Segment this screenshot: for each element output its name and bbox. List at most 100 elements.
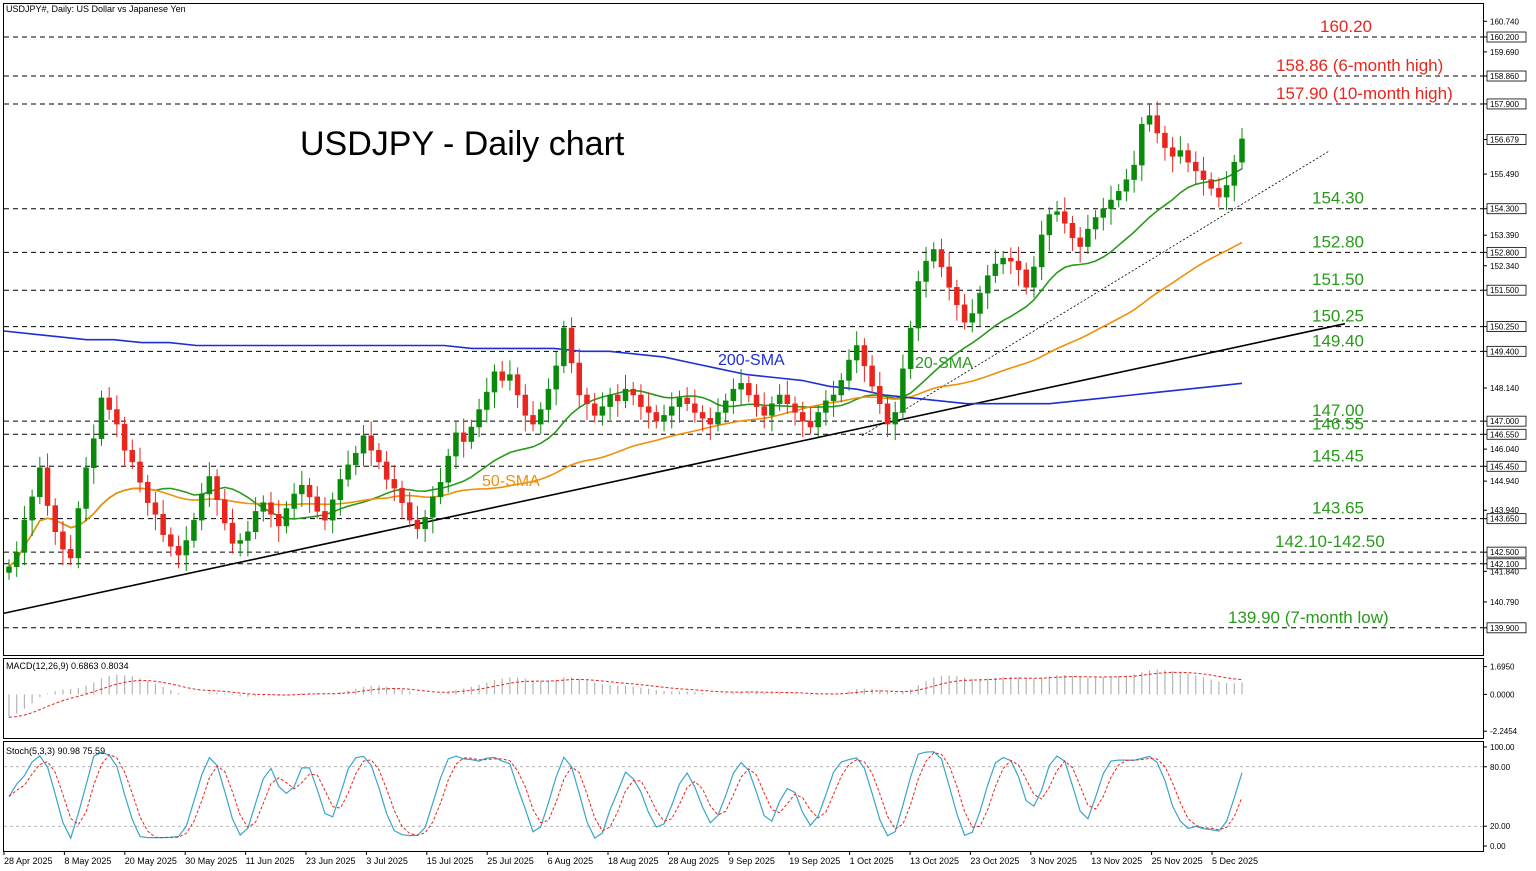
candle-body-34 [268, 502, 274, 515]
level-label-5: 151.50 [1312, 270, 1364, 289]
candle-body-63 [491, 371, 498, 393]
candle-body-37 [291, 493, 297, 509]
price-tick-19: 144.940 [1490, 477, 1519, 486]
candle-49 [383, 451, 390, 490]
candle-28 [222, 488, 228, 531]
candle-34 [268, 491, 274, 528]
candle-67 [522, 384, 529, 432]
candle-body-52 [406, 502, 413, 521]
candle-38 [299, 470, 305, 508]
price-tick-11: 151.500 [1490, 286, 1519, 295]
candle-154 [1193, 151, 1199, 184]
candle-141 [1092, 210, 1099, 240]
chart-title: USDJPY - Daily chart [300, 125, 625, 163]
candle-112 [869, 355, 875, 394]
candle-body-114 [884, 403, 891, 425]
candle-body-8 [67, 548, 74, 559]
candle-75 [584, 387, 590, 420]
candle-body-118 [915, 281, 922, 329]
candle-156 [1208, 172, 1214, 196]
candle-16 [129, 439, 136, 470]
candle-body-141 [1092, 217, 1099, 230]
candle-143 [1108, 185, 1114, 225]
macd-tick-1: 0.0000 [1490, 690, 1515, 699]
candle-88 [684, 387, 690, 411]
candle-body-131 [1015, 260, 1022, 271]
price-tick-4: 157.900 [1490, 100, 1519, 109]
candle-body-68 [530, 415, 536, 425]
candle-body-89 [692, 403, 698, 413]
price-tick-18: 145.450 [1490, 462, 1519, 471]
candle-body-50 [391, 479, 398, 489]
candle-body-59 [460, 432, 467, 442]
candle-80 [622, 374, 629, 409]
main-frame [3, 3, 1484, 656]
price-box-7 [1486, 203, 1527, 215]
date-tick-0: 28 Apr 2025 [4, 856, 53, 866]
candle-92 [715, 398, 721, 432]
candle-148 [1146, 104, 1153, 132]
short-trendline [861, 150, 1331, 437]
price-box-26 [1486, 622, 1527, 634]
date-tick-16: 23 Oct 2025 [970, 856, 1019, 866]
date-tick-20: 5 Dec 2025 [1212, 856, 1258, 866]
candle-body-137 [1062, 211, 1068, 224]
candle-142 [1100, 197, 1107, 231]
candle-body-60 [468, 426, 475, 442]
stoch-tick-3: 0.00 [1490, 842, 1506, 851]
price-box-5 [1486, 134, 1527, 145]
candle-68 [530, 401, 536, 432]
candle-body-115 [892, 412, 898, 425]
candle-126 [977, 285, 983, 327]
price-tick-16: 146.550 [1490, 430, 1519, 439]
sma200-label: 200-SMA [718, 352, 785, 369]
candle-65 [507, 360, 513, 391]
candle-133 [1031, 256, 1037, 298]
candle-101 [784, 380, 791, 414]
candle-5 [44, 453, 51, 516]
candle-151 [1169, 136, 1176, 173]
candle-1 [13, 541, 20, 577]
candle-body-130 [1008, 257, 1014, 262]
date-tick-17: 3 Nov 2025 [1031, 856, 1077, 866]
candle-99 [769, 396, 775, 432]
candle-body-152 [1177, 150, 1184, 157]
level-label-4: 152.80 [1312, 232, 1364, 251]
candle-110 [853, 331, 860, 374]
candle-body-39 [306, 484, 313, 498]
price-tick-1: 160.200 [1490, 33, 1519, 42]
candle-89 [692, 389, 698, 423]
candle-body-103 [799, 412, 806, 422]
candle-9 [75, 501, 82, 569]
candle-body-142 [1100, 208, 1107, 218]
candle-84 [653, 405, 660, 429]
candle-body-109 [846, 359, 852, 381]
candle-body-71 [553, 365, 559, 390]
candle-body-16 [129, 450, 136, 463]
stoch-k-line [8, 751, 1243, 840]
stoch-tick-1: 80.00 [1490, 763, 1511, 772]
level-label-8: 147.00 [1312, 401, 1364, 420]
main-trendline [3, 322, 1346, 615]
candle-41 [322, 497, 328, 531]
candle-body-78 [607, 394, 613, 407]
candle-45 [353, 445, 359, 476]
date-tick-2: 20 May 2025 [125, 856, 177, 866]
candle-body-67 [522, 394, 529, 416]
level-label-0: 160.20 [1320, 17, 1372, 36]
candle-body-158 [1223, 185, 1230, 198]
candle-107 [830, 380, 837, 417]
candle-138 [1069, 215, 1076, 251]
candle-44 [345, 450, 351, 487]
candle-21 [168, 527, 174, 557]
date-tick-8: 25 Jul 2025 [487, 856, 534, 866]
candle-body-58 [453, 432, 459, 457]
candle-104 [807, 406, 814, 435]
candle-body-85 [661, 415, 667, 422]
candle-body-3 [29, 496, 35, 521]
candle-body-64 [499, 371, 505, 381]
macd-panel: 1.6950 0.0000 -2.2454 [8, 663, 1518, 736]
candle-body-14 [114, 409, 120, 425]
